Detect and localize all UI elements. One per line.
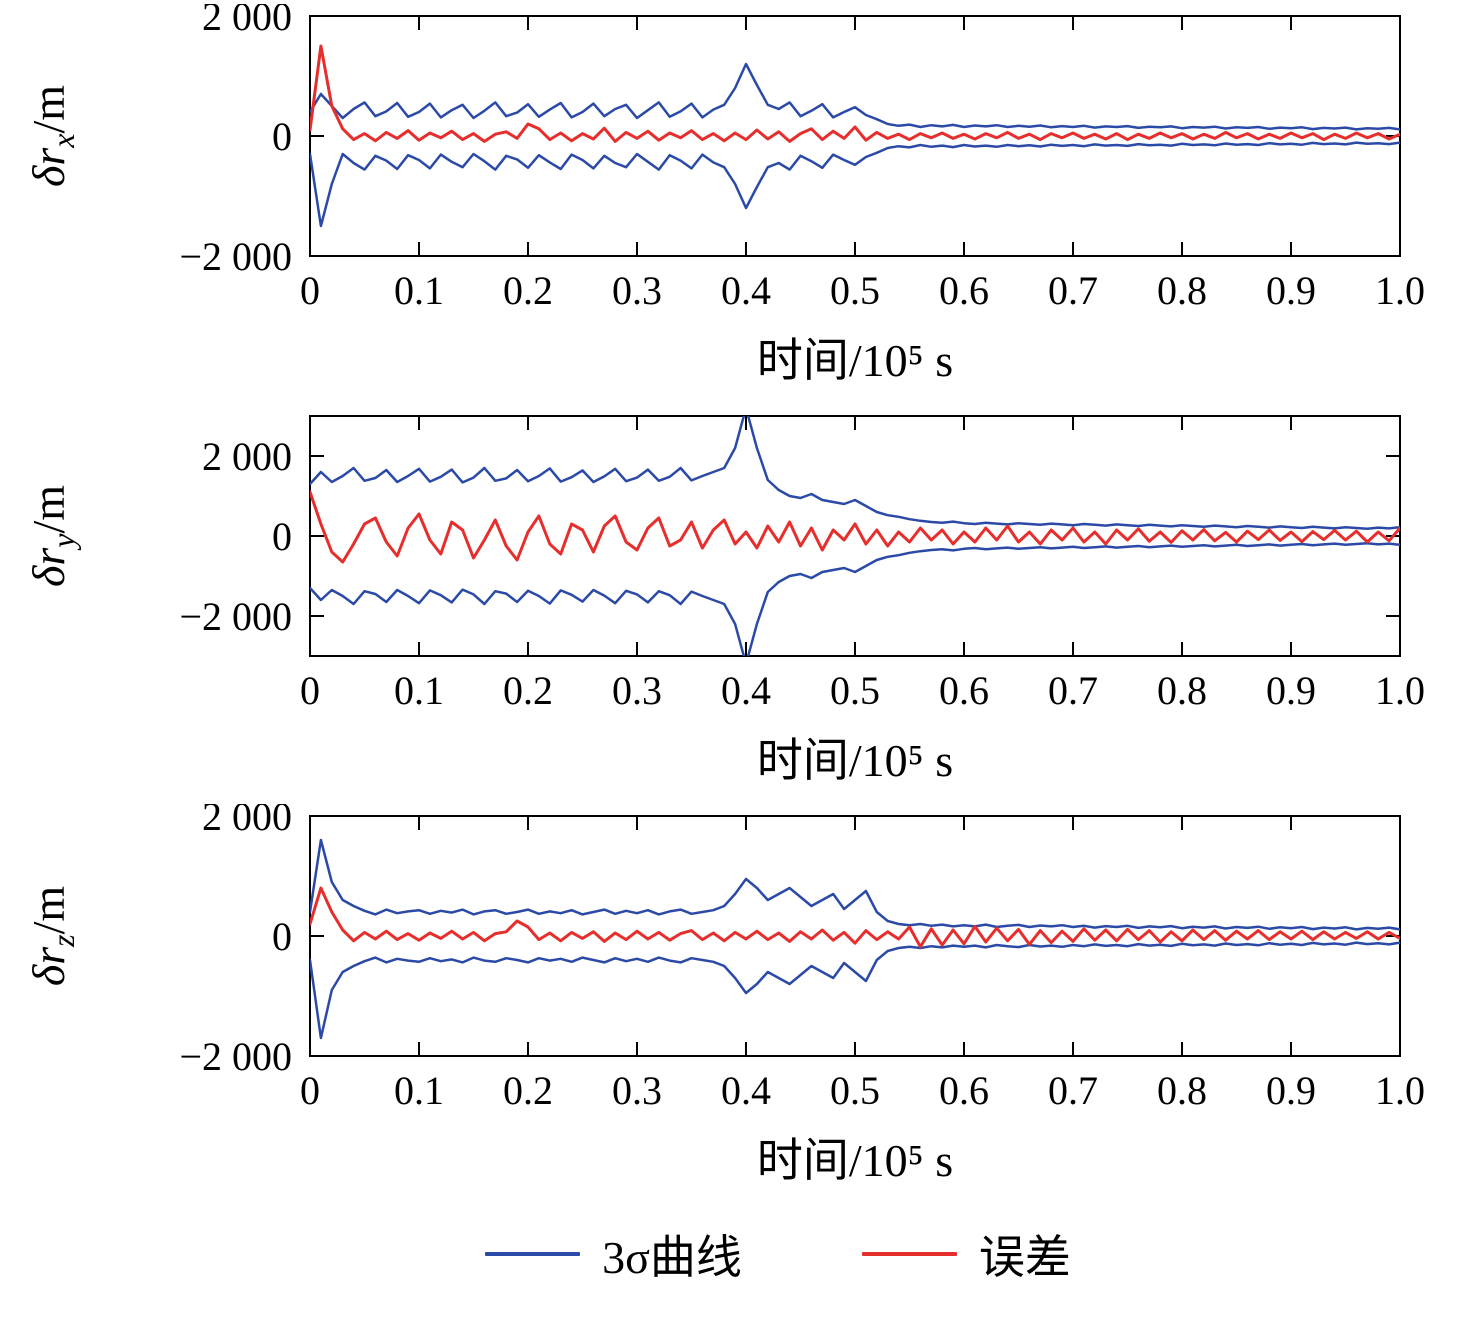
x-axis-label: 时间/10⁵ s [757,735,953,786]
series-group [310,44,1400,228]
x-tick-label: 0.9 [1266,1068,1316,1113]
x-tick-label: 0.5 [830,268,880,313]
x-tick-label: 0 [300,668,320,713]
series-group [310,838,1400,1040]
axes-box [309,815,1401,1057]
legend-line-3sigma [485,1252,581,1256]
x-tick-label: 0.8 [1157,668,1207,713]
x-tick-label: 0.6 [939,1068,989,1113]
y-tick-label: −2 000 [179,234,292,279]
y-axis-label: δry/m [23,485,81,587]
x-tick-label: 0.3 [612,1068,662,1113]
series-sigma-upper [310,838,1400,931]
legend-item-error: 误差 [861,1221,1071,1287]
series-error [310,44,1400,143]
x-tick-label: 1.0 [1375,668,1425,713]
legend-label-3sigma: 3σ曲线 [602,1232,742,1283]
x-tick-label: 0.2 [503,1068,553,1113]
y-tick-label: 0 [272,514,292,559]
x-tick-label: 0.6 [939,268,989,313]
series-sigma-upper [310,62,1400,131]
x-tick-label: 0.3 [612,668,662,713]
series-sigma-lower [310,941,1400,1040]
x-tick-label: 0.5 [830,668,880,713]
x-tick-label: 0.6 [939,668,989,713]
x-tick-label: 0.3 [612,268,662,313]
y-tick-label: 0 [272,114,292,159]
x-tick-label: 0.7 [1048,1068,1098,1113]
x-tick-label: 0.1 [394,668,444,713]
x-tick-label: 0.2 [503,668,553,713]
x-axis-label: 时间/10⁵ s [757,1135,953,1186]
y-tick-label: −2 000 [179,594,292,639]
series-sigma-lower [310,541,1400,656]
x-tick-label: 0.4 [721,668,771,713]
x-tick-label: 0.9 [1266,268,1316,313]
series-error [310,886,1400,949]
x-tick-label: 0 [300,268,320,313]
legend-line-error [861,1252,957,1256]
x-tick-label: 0.4 [721,268,771,313]
legend: 3σ曲线 误差 [80,1204,1476,1304]
x-tick-label: 0.9 [1266,668,1316,713]
x-tick-label: 0.7 [1048,268,1098,313]
x-tick-label: 0.8 [1157,268,1207,313]
y-tick-label: 2 000 [202,804,292,839]
legend-item-3sigma: 3σ曲线 [485,1221,742,1287]
x-tick-label: 0.1 [394,1068,444,1113]
x-tick-label: 1.0 [1375,268,1425,313]
axes-box [309,15,1401,257]
x-tick-label: 0.1 [394,268,444,313]
x-tick-label: 1.0 [1375,1068,1425,1113]
subplot-delta-ry: 0 0.1 0.2 0.3 0.4 0.5 0.6 0.7 0.8 0.9 1.02 0000−2 … [23,415,1425,786]
legend-label-error: 误差 [978,1232,1071,1283]
y-tick-label: 0 [272,914,292,959]
series-group [310,416,1400,656]
x-tick-label: 0 [300,1068,320,1113]
x-tick-label: 0.2 [503,268,553,313]
x-tick-label: 0.4 [721,1068,771,1113]
y-axis-label: δrz/m [23,886,81,987]
subplot-delta-rx: 0 0.1 0.2 0.3 0.4 0.5 0.6 0.7 0.8 0.9 1.02 0000−2 … [23,4,1425,386]
y-tick-label: 2 000 [202,4,292,39]
y-axis-label: δrx/m [23,85,81,187]
x-tick-label: 0.5 [830,1068,880,1113]
series-sigma-upper [310,416,1400,531]
x-tick-label: 0.7 [1048,668,1098,713]
x-tick-label: 0.8 [1157,1068,1207,1113]
y-tick-label: −2 000 [179,1034,292,1079]
subplot-delta-rz: 0 0.1 0.2 0.3 0.4 0.5 0.6 0.7 0.8 0.9 1.02 0000−2 … [23,804,1425,1186]
x-axis-label: 时间/10⁵ s [757,335,953,386]
series-error [310,490,1400,564]
axes-box [309,415,1401,657]
series-sigma-lower [310,141,1400,228]
y-tick-label: 2 000 [202,434,292,479]
